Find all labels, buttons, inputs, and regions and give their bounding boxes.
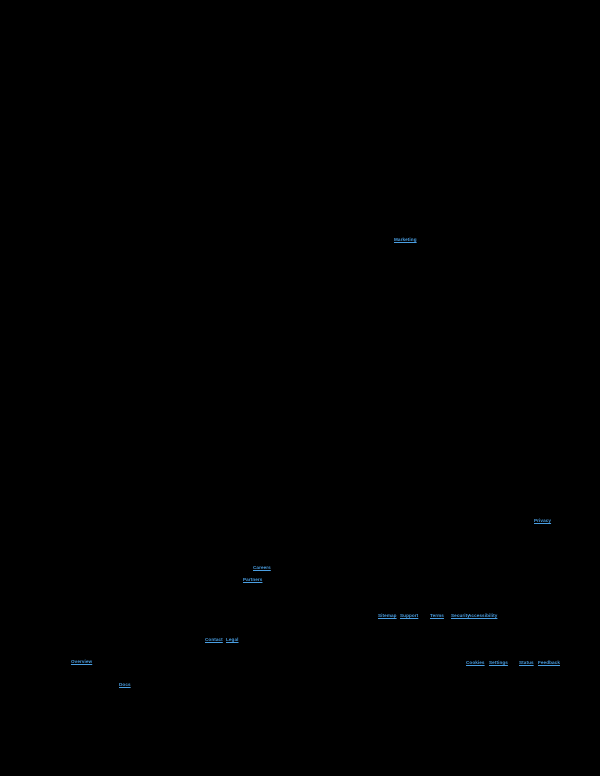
page-link-privacy[interactable]: Privacy [534, 518, 552, 523]
page-link-security[interactable]: Security [451, 613, 470, 618]
page-link-careers[interactable]: Careers [253, 565, 271, 570]
page-link-contact[interactable]: Contact [205, 637, 223, 642]
page-link-settings[interactable]: Settings [489, 660, 508, 665]
page-link-partners[interactable]: Partners [243, 577, 263, 582]
page-link-cookies[interactable]: Cookies [466, 660, 485, 665]
page-link-docs[interactable]: Docs [119, 682, 131, 687]
page-link-legal[interactable]: Legal [226, 637, 239, 642]
page-link-support[interactable]: Support [400, 613, 419, 618]
page-link-overview[interactable]: Overview [71, 659, 93, 664]
page-link-marketing[interactable]: Marketing [394, 237, 417, 242]
page-link-terms[interactable]: Terms [430, 613, 444, 618]
page-link-accessibility[interactable]: Accessibility [468, 613, 498, 618]
page-link-feedback[interactable]: Feedback [538, 660, 560, 665]
page-link-status[interactable]: Status [519, 660, 534, 665]
page-link-sitemap[interactable]: Sitemap [378, 613, 397, 618]
